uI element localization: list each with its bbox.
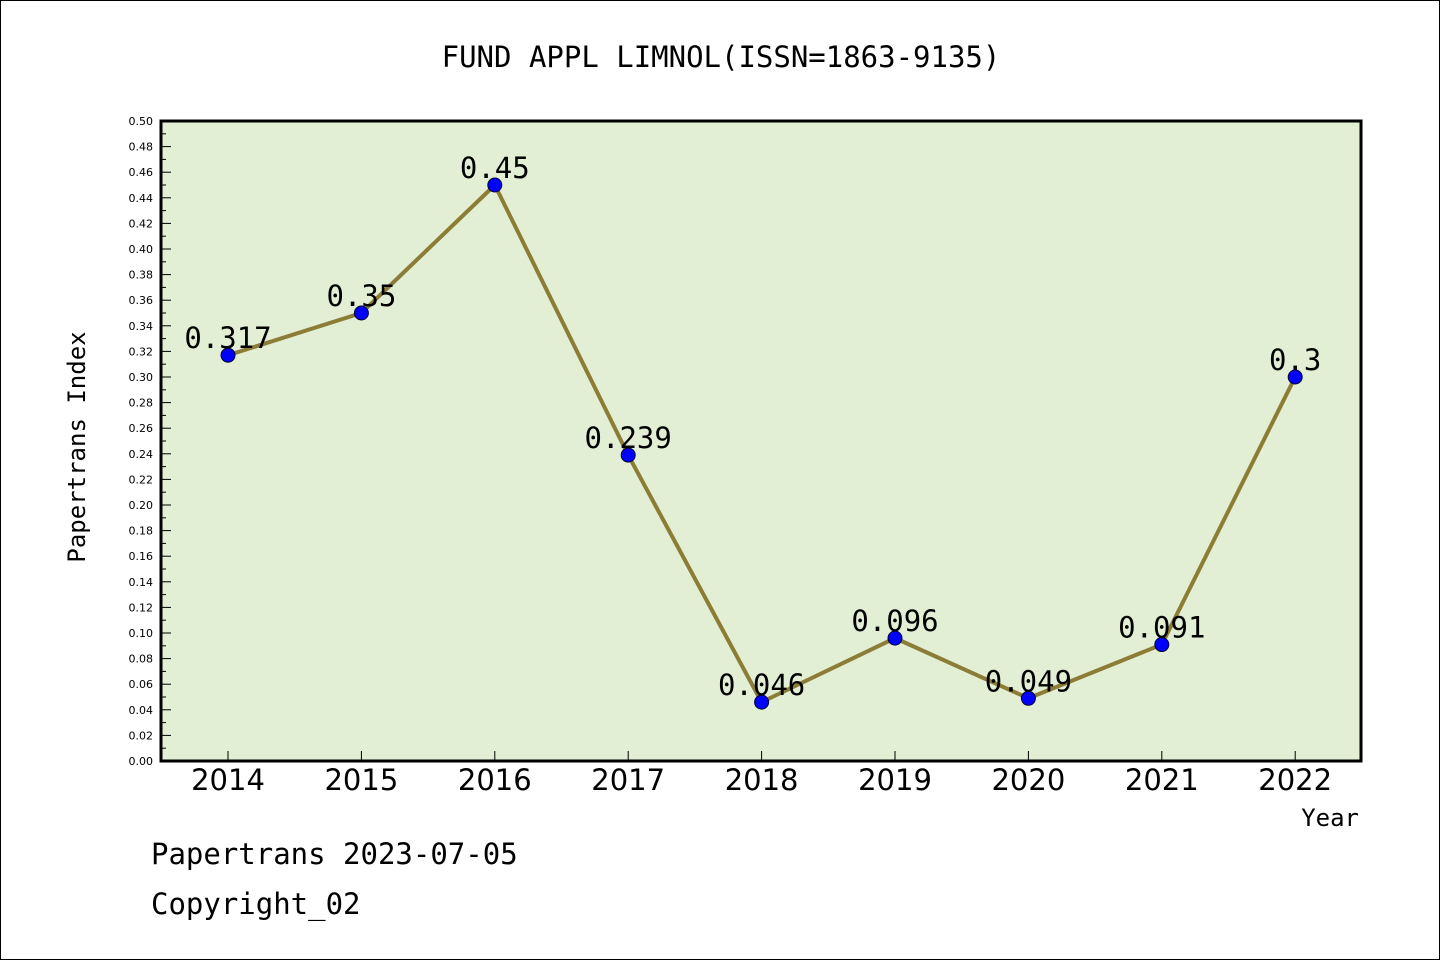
y-tick-label: 0.48 bbox=[129, 141, 154, 154]
data-label: 0.091 bbox=[1118, 611, 1205, 645]
data-label: 0.239 bbox=[585, 421, 672, 455]
data-label: 0.45 bbox=[460, 151, 530, 185]
y-tick-label: 0.14 bbox=[129, 576, 154, 589]
data-label: 0.3 bbox=[1269, 343, 1321, 377]
footer-date: Papertrans 2023-07-05 bbox=[151, 837, 518, 871]
y-tick-label: 0.50 bbox=[129, 115, 154, 128]
y-tick-label: 0.36 bbox=[129, 294, 154, 307]
data-label: 0.317 bbox=[184, 321, 271, 355]
data-label: 0.096 bbox=[851, 604, 938, 638]
x-tick-label: 2017 bbox=[591, 763, 665, 797]
plot-area bbox=[161, 121, 1361, 761]
y-axis-label: Papertrans Index bbox=[63, 331, 91, 562]
y-tick-label: 0.24 bbox=[129, 448, 154, 461]
y-tick-label: 0.44 bbox=[129, 192, 154, 205]
x-tick-label: 2015 bbox=[324, 763, 398, 797]
y-tick-label: 0.08 bbox=[129, 653, 154, 666]
data-point bbox=[1154, 637, 1170, 653]
y-tick-label: 0.22 bbox=[129, 473, 154, 486]
y-tick-label: 0.30 bbox=[129, 371, 154, 384]
x-axis: 2014 2015 2016 2017 2018 2019 2020 2021 2022 bbox=[191, 751, 1332, 797]
y-tick-label: 0.42 bbox=[129, 217, 154, 230]
x-tick-label: 2018 bbox=[725, 763, 799, 797]
data-labels: 0.317 0.35 0.45 0.239 0.046 0.096 0.049 0.091 0.… bbox=[184, 151, 1321, 702]
y-tick-label: 0.04 bbox=[129, 704, 154, 717]
y-tick-label: 0.26 bbox=[129, 422, 154, 435]
plot-frame bbox=[159, 119, 1363, 763]
y-tick-label: 0.02 bbox=[129, 729, 154, 742]
x-tick-label: 2016 bbox=[458, 763, 532, 797]
x-tick-label: 2021 bbox=[1125, 763, 1199, 797]
data-point bbox=[487, 177, 503, 193]
x-axis-label: Year bbox=[1301, 804, 1359, 832]
y-tick-label: 0.16 bbox=[129, 550, 154, 563]
data-point bbox=[887, 630, 903, 646]
footer-copyright: Copyright_02 bbox=[151, 887, 361, 921]
data-label: 0.046 bbox=[718, 668, 805, 702]
data-points bbox=[220, 177, 1303, 710]
x-tick-label: 2019 bbox=[858, 763, 932, 797]
data-label: 0.35 bbox=[326, 279, 396, 313]
data-point bbox=[353, 305, 369, 321]
y-tick-label: 0.46 bbox=[129, 166, 154, 179]
x-tick-label: 2020 bbox=[991, 763, 1065, 797]
chart-title: FUND APPL LIMNOL(ISSN=1863-9135) bbox=[442, 40, 1001, 74]
y-tick-label: 0.12 bbox=[129, 601, 154, 614]
data-point bbox=[220, 347, 236, 363]
y-tick-label: 0.20 bbox=[129, 499, 154, 512]
y-tick-label: 0.28 bbox=[129, 397, 154, 410]
y-tick-label: 0.06 bbox=[129, 678, 154, 691]
y-tick-label: 0.32 bbox=[129, 345, 154, 358]
y-tick-label: 0.38 bbox=[129, 269, 154, 282]
data-point bbox=[754, 694, 770, 710]
y-tick-label: 0.40 bbox=[129, 243, 154, 256]
y-tick-label: 0.00 bbox=[129, 755, 154, 768]
y-axis: 0.00 0.02 0.04 0.06 0.08 0.10 0.12 0.14 0.16 0.18… bbox=[129, 115, 171, 768]
y-tick-label: 0.10 bbox=[129, 627, 154, 640]
data-label: 0.049 bbox=[985, 664, 1072, 698]
y-tick-label: 0.34 bbox=[129, 320, 154, 333]
data-point bbox=[1287, 369, 1303, 385]
data-point bbox=[620, 447, 636, 463]
x-tick-label: 2014 bbox=[191, 763, 265, 797]
y-tick-label: 0.18 bbox=[129, 525, 154, 538]
data-point bbox=[1020, 690, 1036, 706]
x-tick-label: 2022 bbox=[1258, 763, 1332, 797]
